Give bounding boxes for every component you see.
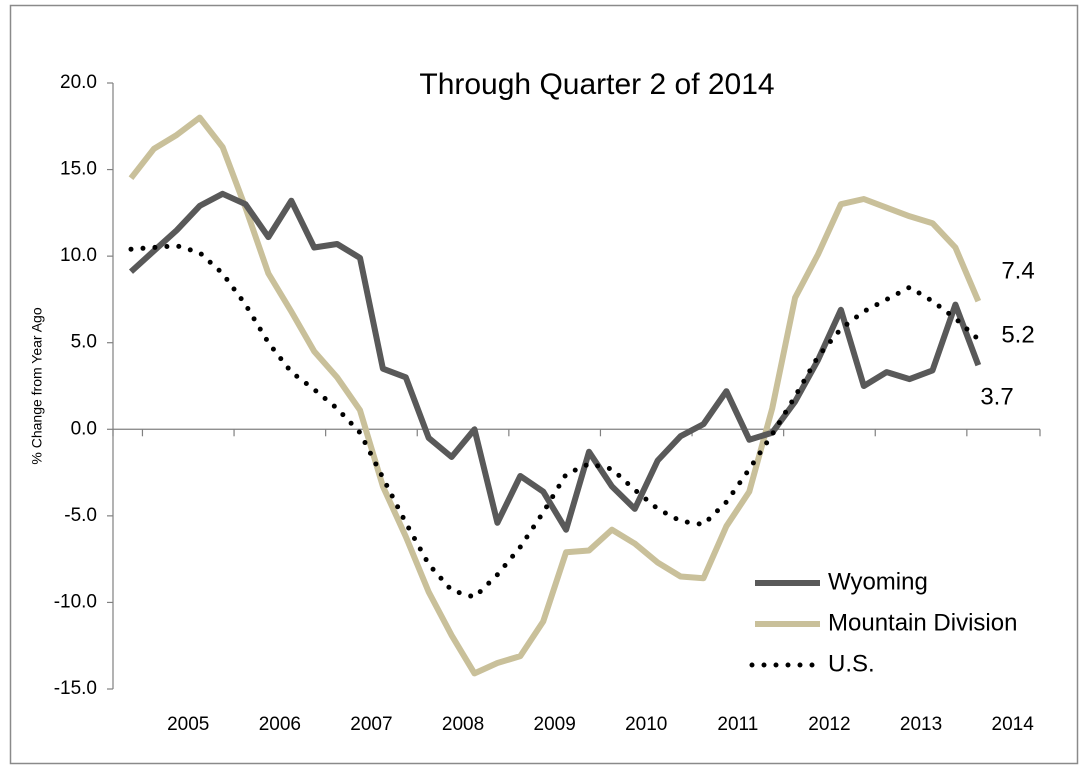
x-tick-label: 2012 bbox=[808, 714, 850, 735]
legend-label: Wyoming bbox=[828, 568, 928, 595]
legend-label: Mountain Division bbox=[828, 609, 1017, 636]
end-value-label: 5.2 bbox=[1001, 321, 1034, 348]
x-tick-label: 2008 bbox=[442, 714, 484, 735]
y-tick-label: 15.0 bbox=[60, 159, 97, 180]
series-line bbox=[128, 114, 982, 677]
x-tick-label: 2013 bbox=[900, 714, 942, 735]
series-line bbox=[128, 190, 982, 533]
chart-title: Through Quarter 2 of 2014 bbox=[419, 68, 774, 101]
x-tick-label: 2009 bbox=[534, 714, 576, 735]
y-axis-label: % Change from Year Ago bbox=[29, 307, 45, 464]
chart-frame bbox=[9, 4, 1079, 765]
y-tick-label: -10.0 bbox=[54, 591, 97, 612]
series-line bbox=[128, 243, 981, 600]
y-tick-label: 0.0 bbox=[71, 418, 97, 439]
end-value-label: 7.4 bbox=[1001, 257, 1034, 284]
end-value-label: 3.7 bbox=[980, 383, 1013, 410]
y-tick-label: -5.0 bbox=[64, 505, 97, 526]
x-tick-label: 2007 bbox=[350, 714, 392, 735]
x-tick-label: 2011 bbox=[717, 714, 758, 735]
y-tick-label: 20.0 bbox=[60, 72, 97, 93]
x-tick-label: 2014 bbox=[992, 714, 1035, 735]
y-tick-label: 10.0 bbox=[60, 245, 97, 266]
x-tick-label: 2005 bbox=[167, 714, 209, 735]
y-tick-label: -15.0 bbox=[54, 678, 97, 699]
legend-label: U.S. bbox=[828, 650, 875, 677]
x-tick-label: 2010 bbox=[625, 714, 667, 735]
y-tick-label: 5.0 bbox=[71, 332, 97, 353]
x-tick-label: 2006 bbox=[259, 714, 301, 735]
